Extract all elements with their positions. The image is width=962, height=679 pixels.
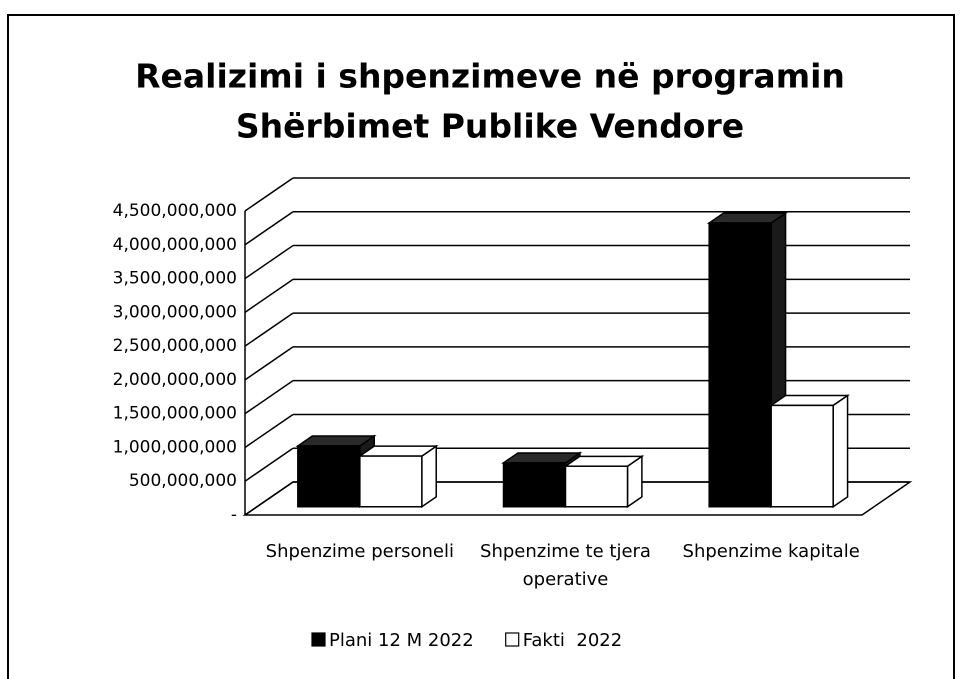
grid-line: [244, 380, 294, 415]
grid-line: [244, 211, 294, 246]
chart-title: Shërbimet Publike Vendore: [236, 107, 744, 146]
legend-swatch: [311, 632, 326, 647]
grid-line: [244, 346, 294, 381]
y-tick-label: 4,000,000,000: [113, 235, 237, 255]
bar-top: [357, 445, 439, 457]
bar-top: [706, 212, 788, 224]
y-tick-label: 1,500,000,000: [113, 404, 237, 424]
bar: [708, 222, 772, 508]
bar-top: [563, 455, 645, 467]
legend-label: Plani 12 M 2022: [329, 630, 474, 651]
legend-label: Fakti 2022: [523, 630, 622, 651]
y-tick-label: 3,500,000,000: [113, 269, 237, 289]
grid-line: [244, 481, 294, 516]
y-tick-label: 2,500,000,000: [113, 336, 237, 356]
chart-title: Realizimi i shpenzimeve në programin: [135, 57, 845, 96]
y-tick-label: 3,000,000,000: [113, 302, 237, 322]
y-tick-label: -: [231, 505, 237, 525]
bar: [297, 445, 361, 508]
bar: [564, 465, 629, 508]
grid-line: [244, 413, 294, 449]
x-tick-label: Shpenzime kapitale: [682, 541, 860, 562]
bar-top: [768, 394, 850, 407]
grid-line: [244, 447, 294, 482]
grid-line: [244, 244, 294, 280]
grid-line: [244, 278, 294, 313]
grid-line: [244, 312, 294, 347]
grid-line: [244, 177, 294, 212]
y-tick-label: 500,000,000: [129, 471, 237, 491]
y-tick-label: 2,000,000,000: [113, 370, 237, 390]
bar: [770, 404, 834, 508]
chart-border: [7, 14, 955, 679]
bar-side: [832, 394, 849, 509]
bar-top: [501, 452, 583, 464]
bar-top: [295, 435, 377, 447]
legend-swatch: [505, 632, 520, 647]
x-tick-label: Shpenzime te tjera operative: [480, 541, 651, 590]
x-tick-label: Shpenzime personeli: [265, 541, 454, 562]
bar: [359, 455, 423, 508]
y-tick-label: 1,000,000,000: [113, 437, 237, 457]
y-tick-label: 4,500,000,000: [113, 201, 237, 221]
bar: [502, 462, 567, 508]
